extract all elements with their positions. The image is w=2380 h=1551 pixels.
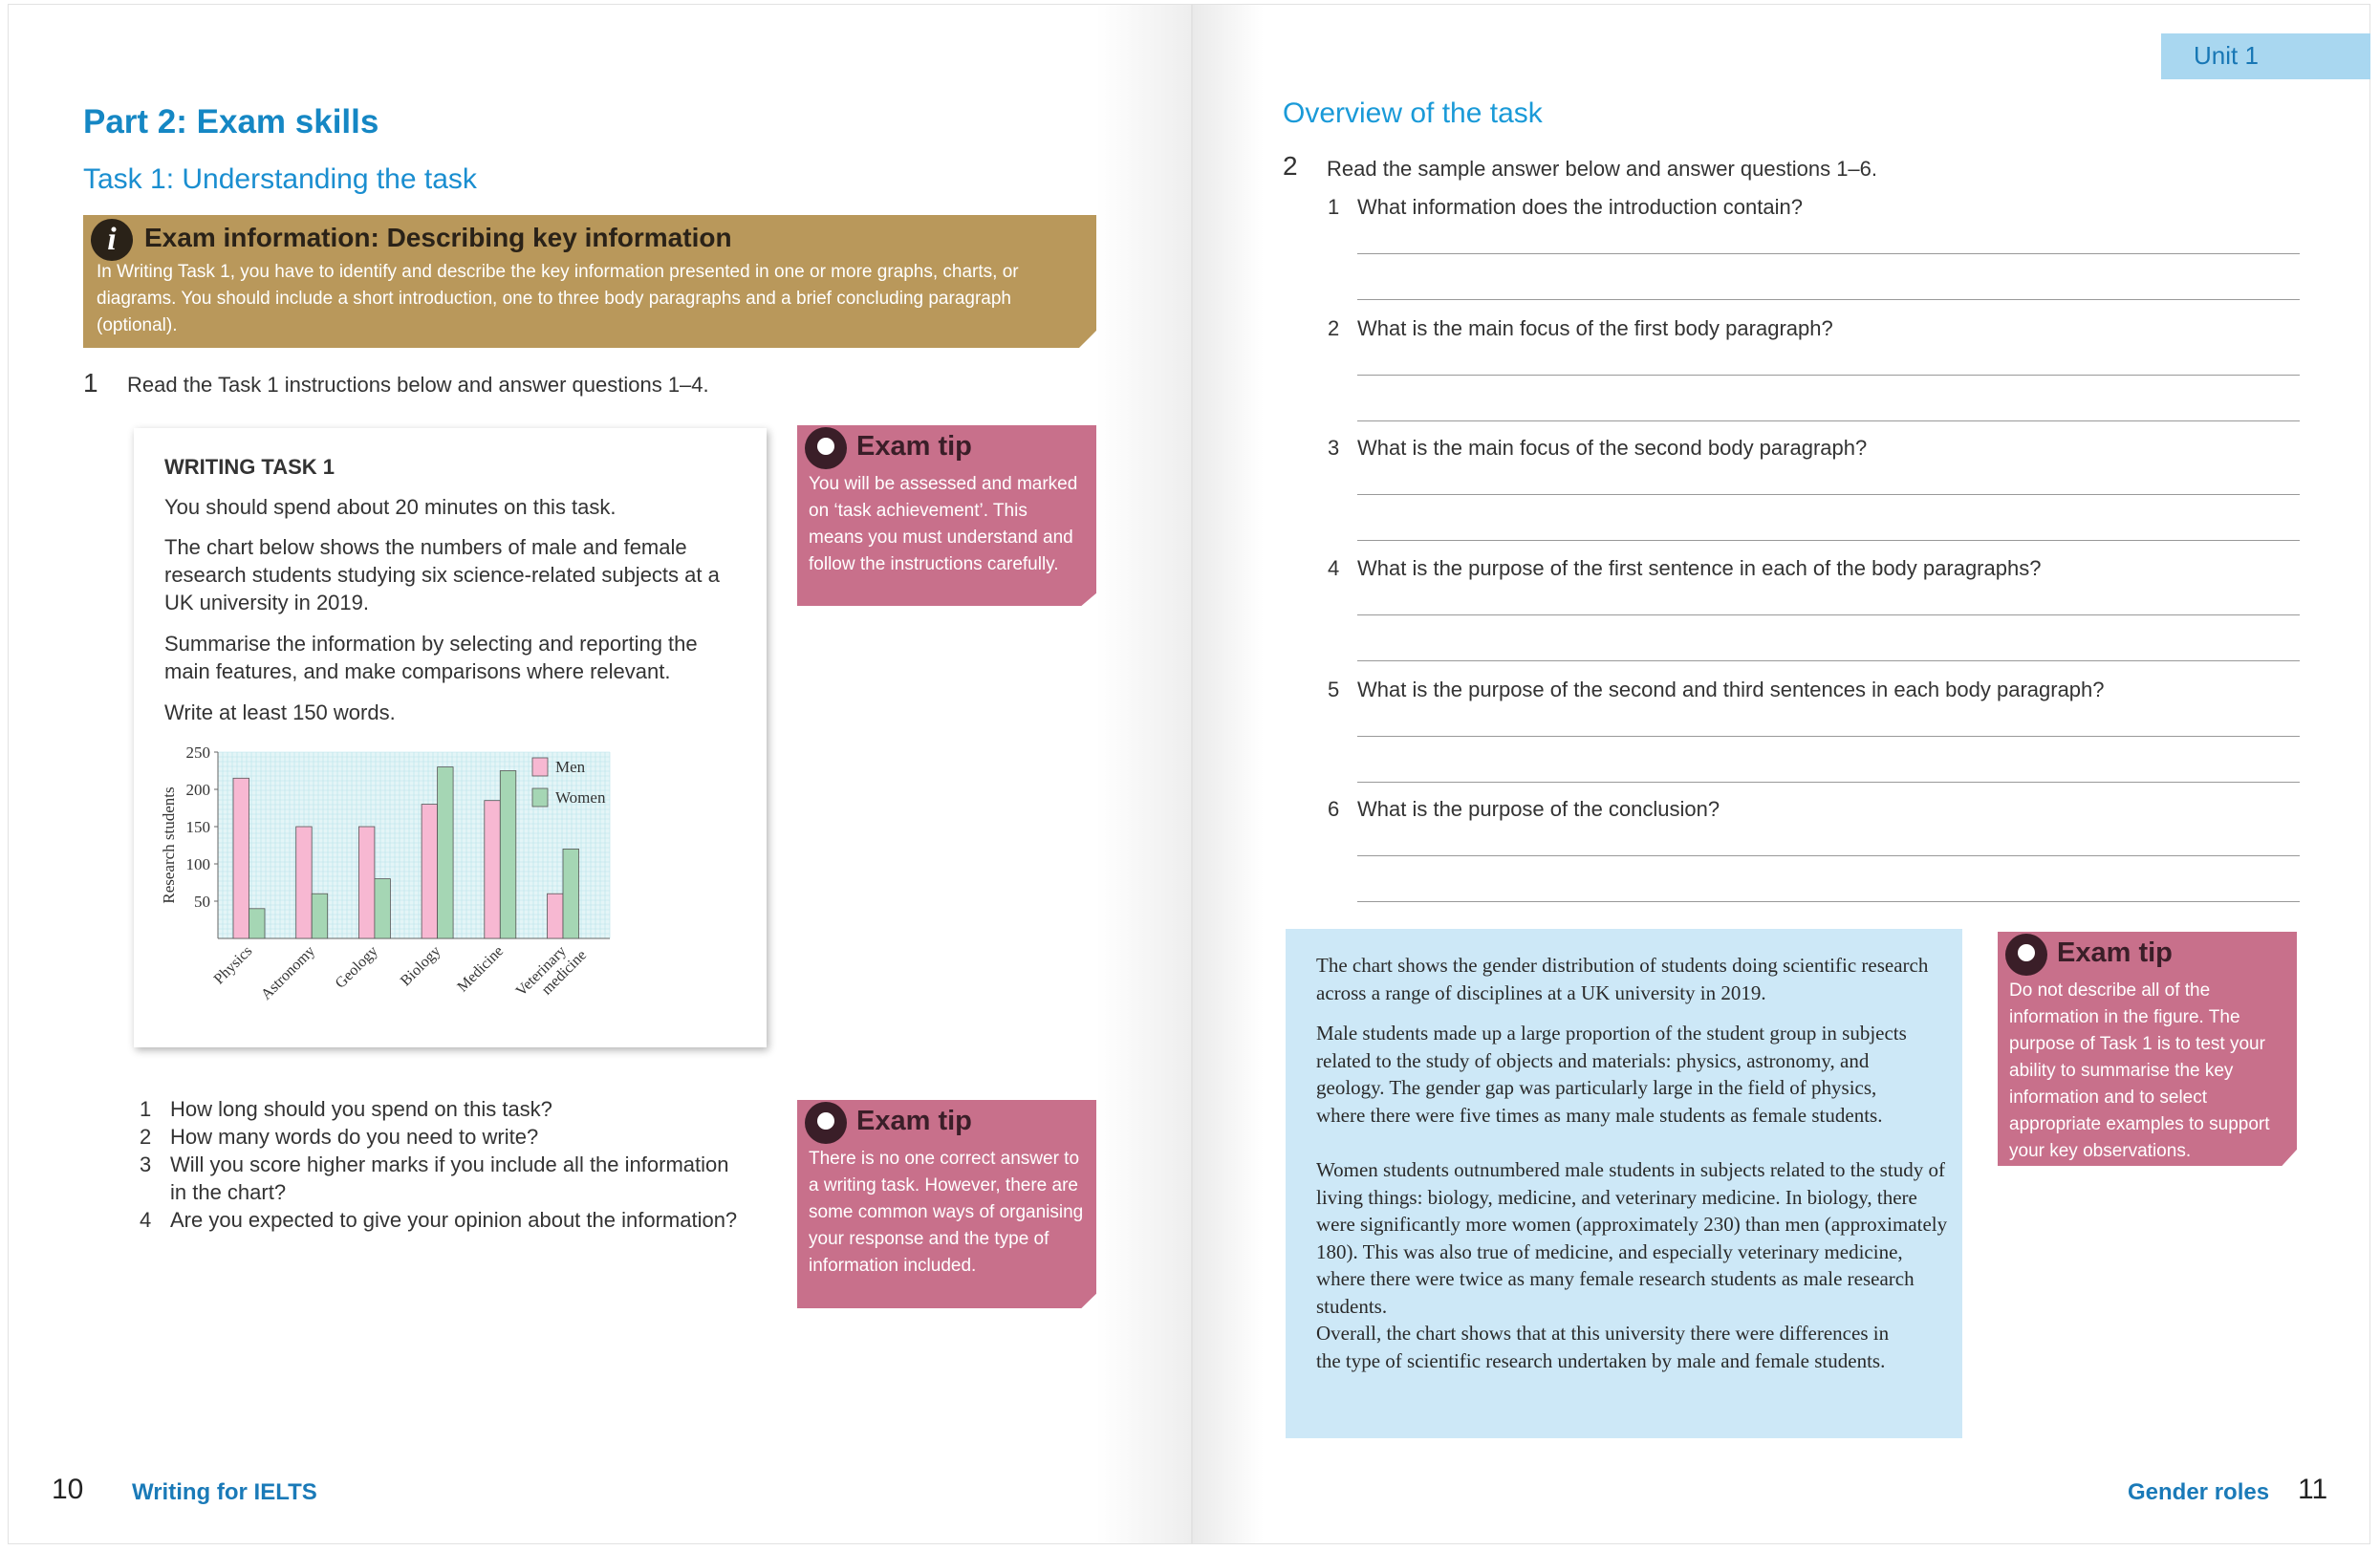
writing-task-p4: Write at least 150 words. [164,700,396,724]
x-tick-label: Astronomy [258,943,318,1003]
question-text: What is the purpose of the first sentenc… [1357,556,2042,580]
sample-answer-paragraph: Overall, the chart shows that at this un… [1316,1322,1890,1372]
question-number: 6 [1328,797,1340,821]
bar-women [249,908,266,939]
answer-line[interactable] [1357,540,2300,541]
question-item: 3 Will you score higher marks if you incl… [140,1152,729,1204]
bar-men [295,826,313,939]
x-tick-label: Biology [398,943,444,989]
answer-line[interactable] [1357,375,2300,376]
writing-task-p1: You should spend about 20 minutes on thi… [164,495,617,519]
answer-line[interactable] [1357,901,2300,902]
exercise-number: 1 [83,368,98,398]
question-text: What is the purpose of the second and th… [1357,678,2105,701]
answer-line[interactable] [1357,736,2300,737]
y-tick-label: 250 [186,743,211,762]
question-text: What is the main focus of the second bod… [1357,436,1868,460]
y-axis-label: Research students [160,786,178,903]
question-text: What is the purpose of the conclusion? [1357,797,1720,821]
exam-tip-2: Exam tip There is no one correct answer … [797,1100,1096,1308]
legend-swatch [531,787,549,808]
task-questions: 1 How long should you spend on this task?… [140,1095,770,1234]
writing-task-card: WRITING TASK 1 You should spend about 20… [134,428,767,1047]
question-number: 4 [1328,556,1340,580]
bar-men [357,826,376,939]
question-item: 2 How many words do you need to write? [140,1125,539,1149]
exercise-number: 2 [1283,151,1298,181]
writing-task-p2: The chart below shows the numbers of mal… [164,535,720,614]
page-heading: Part 2: Exam skills [83,103,379,140]
question-number: 3 [1328,436,1340,460]
exam-tip-title: Exam tip [856,431,972,462]
exam-tip-1: Exam tip You will be assessed and marked… [797,425,1096,606]
exam-tip-title: Exam tip [2057,937,2173,968]
bar-women [437,766,454,939]
bar-women [311,893,329,939]
legend-label: Women [555,788,606,807]
sample-answer-paragraph: The chart shows the gender distribution … [1316,954,1929,1004]
page-number: 11 [2298,1474,2328,1505]
bar-men [484,800,501,939]
x-tick-label: Medicine [454,943,507,996]
y-tick-label: 200 [186,781,211,799]
unit-tab: Unit 1 [2161,33,2370,79]
info-icon: i [91,219,133,261]
sample-answer-paragraph: Women students outnumbered male students… [1316,1158,1948,1318]
y-tick-label: 100 [186,855,211,873]
writing-task-p3: Summarise the information by selecting a… [164,632,698,683]
bar-women [562,849,579,939]
question-item: 1 How long should you spend on this task? [140,1097,552,1121]
footer-unit-title: Gender roles [2128,1479,2270,1505]
exam-tip-body: You will be assessed and marked on ‘task… [809,474,1078,574]
answer-line[interactable] [1357,782,2300,783]
answer-line[interactable] [1357,253,2300,254]
question-number: 1 [1328,195,1340,219]
bar-men [547,893,564,939]
bar-chart: 50 100 150 200 250 Research students Physics As… [160,743,611,1011]
x-tick-label: Physics [211,943,256,988]
lightbulb-icon [805,1102,847,1144]
section-heading: Overview of the task [1283,97,1543,129]
footer-book-title: Writing for IELTS [132,1479,317,1505]
bar-women [499,770,517,939]
lightbulb-icon [805,427,847,469]
page-number: 10 [52,1474,84,1505]
exam-tip-body: There is no one correct answer to a writ… [809,1149,1084,1276]
legend-swatch [531,757,549,777]
exercise-instruction: Read the Task 1 instructions below and a… [127,373,709,397]
bar-men [421,804,439,939]
bar-men [232,777,249,939]
x-tick-label: Veterinarymedicine [513,935,590,1011]
question-number: 5 [1328,678,1340,701]
answer-line[interactable] [1357,855,2300,856]
sample-answer-box: The chart shows the gender distribution … [1286,929,1962,1438]
answer-line[interactable] [1357,494,2300,495]
bar-women [374,878,391,939]
exam-tip-body: Do not describe all of the information i… [2009,980,2270,1161]
writing-task-title: WRITING TASK 1 [164,455,335,479]
y-tick-label: 50 [194,893,210,911]
lightbulb-icon [2005,934,2047,976]
exam-info-body: In Writing Task 1, you have to identify … [97,262,1019,335]
question-text: What is the main focus of the first body… [1357,316,1833,340]
question-number: 2 [1328,316,1340,340]
exercise-instruction: Read the sample answer below and answer … [1327,157,1878,181]
answer-line[interactable] [1357,420,2300,421]
y-tick-label: 150 [186,818,211,836]
section-heading: Task 1: Understanding the task [83,163,477,195]
question-text: What information does the introduction c… [1357,195,1803,219]
answer-line[interactable] [1357,660,2300,661]
x-tick-label: Geology [333,943,381,992]
answer-line[interactable] [1357,614,2300,615]
exam-tip-title: Exam tip [856,1106,972,1136]
legend-label: Men [555,758,586,776]
exam-info-box: i Exam information: Describing key infor… [83,215,1096,348]
exam-info-title: Exam information: Describing key informa… [144,223,732,252]
answer-line[interactable] [1357,299,2300,300]
sample-answer-paragraph: Male students made up a large proportion… [1316,1022,1907,1127]
exam-tip-3: Exam tip Do not describe all of the info… [1998,932,2297,1166]
question-item: 4 Are you expected to give your opinion a… [140,1208,738,1232]
